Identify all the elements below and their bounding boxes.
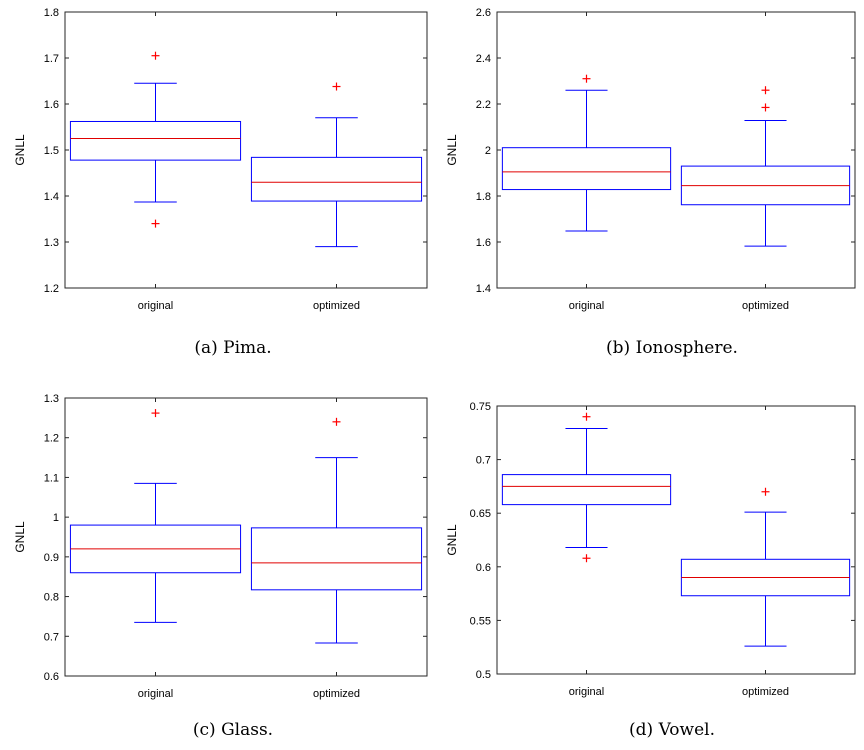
y-tick-label: 1.3	[44, 237, 59, 249]
y-tick-label: 0.7	[44, 631, 59, 643]
y-axis-label: GNLL	[13, 134, 27, 166]
y-tick-label: 1.2	[44, 283, 59, 295]
outlier-marker	[332, 82, 341, 91]
iqr-box	[250, 156, 423, 202]
y-axis-label: GNLL	[445, 134, 459, 166]
boxplot-glass: 0.6 0.7 0.8 0.9 1 1.1 1.2 1.3 GNLL original optimi…	[13, 393, 428, 700]
caption-ionosphere: (b) Ionosphere.	[606, 338, 738, 358]
boxplot-pima: 1.2 1.3 1.4 1.5 1.6 1.7 1.8 GNLL original optimiz…	[13, 7, 428, 312]
y-tick-label: 1.1	[44, 472, 59, 484]
y-tick-label: 0.8	[44, 592, 59, 604]
outlier-marker	[761, 487, 770, 496]
chart-panel-glass: 0.6 0.7 0.8 0.9 1 1.1 1.2 1.3 GNLL original optimi…	[0, 382, 432, 702]
y-tick-label: 1.2	[44, 433, 59, 445]
outlier-marker	[582, 412, 591, 421]
y-tick-label: 1.3	[44, 393, 59, 405]
outlier-marker	[761, 103, 770, 112]
caption-vowel: (d) Vowel.	[629, 720, 715, 740]
caption-pima: (a) Pima.	[194, 338, 272, 358]
y-tick-label: 1.6	[44, 99, 59, 111]
chart-panel-vowel: 0.5 0.55 0.6 0.65 0.7 0.75 GNLL original optimiz…	[432, 382, 864, 702]
y-axis-label: GNLL	[13, 521, 27, 553]
x-tick-label: optimized	[313, 300, 360, 312]
iqr-box	[501, 147, 672, 191]
y-tick-label: 1.4	[44, 191, 59, 203]
iqr-box	[250, 527, 423, 591]
y-tick-label: 0.6	[476, 562, 491, 574]
chart-panel-pima: 1.2 1.3 1.4 1.5 1.6 1.7 1.8 GNLL original optimiz…	[0, 0, 432, 320]
outlier-marker	[151, 51, 160, 60]
y-tick-label: 2	[485, 145, 491, 157]
y-tick-label: 0.9	[44, 552, 59, 564]
y-tick-label: 1.4	[476, 283, 491, 295]
iqr-box	[69, 120, 242, 161]
y-tick-label: 0.6	[44, 671, 59, 683]
x-tick-label: optimized	[742, 300, 789, 312]
x-tick-label: original	[138, 688, 173, 700]
x-tick-label: original	[569, 686, 604, 698]
outlier-marker	[332, 417, 341, 426]
y-tick-label: 0.65	[470, 508, 491, 520]
y-tick-label: 0.5	[476, 669, 491, 681]
outlier-marker	[582, 74, 591, 83]
caption-glass: (c) Glass.	[192, 720, 274, 740]
axes-frame	[64, 397, 428, 677]
y-tick-label: 1.7	[44, 53, 59, 65]
y-tick-label: 1.6	[476, 237, 491, 249]
y-tick-label: 2.6	[476, 7, 491, 19]
outlier-marker	[761, 86, 770, 95]
y-tick-label: 1.8	[476, 191, 491, 203]
axes-frame	[496, 405, 856, 675]
boxplot-vowel: 0.5 0.55 0.6 0.65 0.7 0.75 GNLL original optimiz…	[445, 401, 856, 698]
axes-frame	[64, 11, 428, 289]
outlier-marker	[151, 219, 160, 228]
chart-panel-ionosphere: 1.4 1.6 1.8 2 2.2 2.4 2.6 GNLL original optimized	[432, 0, 864, 320]
y-tick-label: 2.4	[476, 53, 491, 65]
y-tick-label: 0.7	[476, 455, 491, 467]
outlier-marker	[582, 554, 591, 563]
outlier-marker	[151, 409, 160, 418]
y-tick-label: 1.5	[44, 145, 59, 157]
axes-frame	[496, 11, 856, 289]
x-tick-label: optimized	[742, 686, 789, 698]
x-tick-label: original	[569, 300, 604, 312]
x-tick-label: optimized	[313, 688, 360, 700]
y-tick-label: 1.8	[44, 7, 59, 19]
y-tick-label: 2.2	[476, 99, 491, 111]
y-tick-label: 0.55	[470, 615, 491, 627]
y-tick-label: 0.75	[470, 401, 491, 413]
y-axis-label: GNLL	[445, 524, 459, 556]
iqr-box	[501, 474, 672, 506]
boxplot-ionosphere: 1.4 1.6 1.8 2 2.2 2.4 2.6 GNLL original optimized	[445, 7, 856, 312]
x-tick-label: original	[138, 300, 173, 312]
y-tick-label: 1	[53, 512, 59, 524]
